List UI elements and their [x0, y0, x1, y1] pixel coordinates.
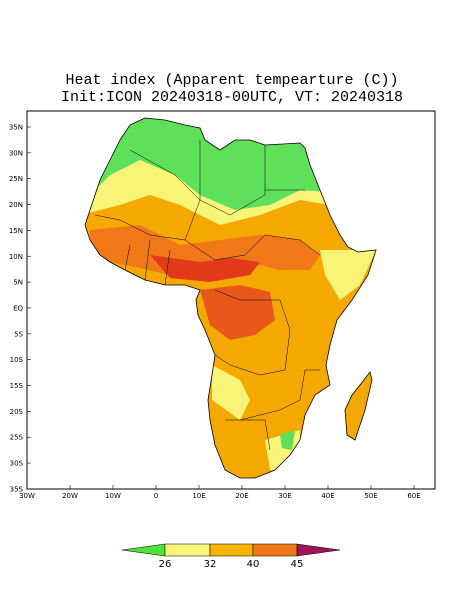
y-tick-label: 5S	[14, 330, 23, 338]
colorbar-high-arrow	[296, 543, 341, 557]
subtitle: Init:ICON 20240318-00UTC, VT: 20240318	[61, 89, 403, 106]
x-tick-label: 20W	[62, 492, 78, 500]
x-tick-label: 30W	[19, 492, 35, 500]
colorbar-label: 40	[247, 559, 260, 570]
colorbar-segment	[164, 543, 211, 557]
x-tick-label: 60E	[407, 492, 420, 500]
madagascar	[344, 371, 373, 441]
title: Heat index (Apparent tempearture (C))	[65, 72, 398, 89]
colorbar-label: 26	[159, 559, 172, 570]
x-tick-label: 10E	[192, 492, 205, 500]
x-axis-labels: 30W 20W 10W 0 10E 20E 30E 40E 50E 60E	[19, 485, 421, 500]
y-tick-label: EQ	[13, 304, 23, 312]
y-tick-label: 10S	[10, 356, 24, 364]
y-tick-label: 20N	[9, 201, 23, 209]
x-tick-label: 20E	[235, 492, 248, 500]
y-tick-label: 35N	[9, 124, 23, 132]
x-tick-label: 0	[154, 492, 158, 500]
y-tick-label: 5N	[13, 279, 23, 287]
colorbar-segment	[252, 543, 298, 557]
y-tick-label: 30N	[9, 149, 23, 157]
y-tick-label: 30S	[10, 460, 24, 468]
y-tick-label: 25N	[9, 175, 23, 183]
y-tick-label: 20S	[10, 408, 24, 416]
colorbar-labels: 26 32 40 45	[159, 559, 304, 570]
y-tick-label: 35S	[10, 485, 24, 493]
borders	[94, 140, 321, 451]
x-tick-label: 30E	[278, 492, 291, 500]
colorbar-segment	[209, 543, 254, 557]
colorbar-label: 32	[204, 559, 217, 570]
coastline	[84, 117, 377, 479]
y-tick-label: 25S	[10, 434, 24, 442]
y-tick-label: 15N	[9, 227, 23, 235]
x-tick-label: 10W	[105, 492, 121, 500]
y-tick-label: 10N	[9, 253, 23, 261]
y-tick-label: 15S	[10, 382, 24, 390]
colorbar	[121, 543, 341, 557]
x-tick-label: 40E	[321, 492, 334, 500]
x-tick-label: 50E	[364, 492, 377, 500]
colorbar-low-arrow	[121, 543, 166, 557]
y-axis-labels: 35N 30N 25N 20N 15N 10N 5N EQ 5S 10S 15S 20S 25S 30S 3…	[9, 124, 31, 493]
colorbar-label: 45	[291, 559, 304, 570]
